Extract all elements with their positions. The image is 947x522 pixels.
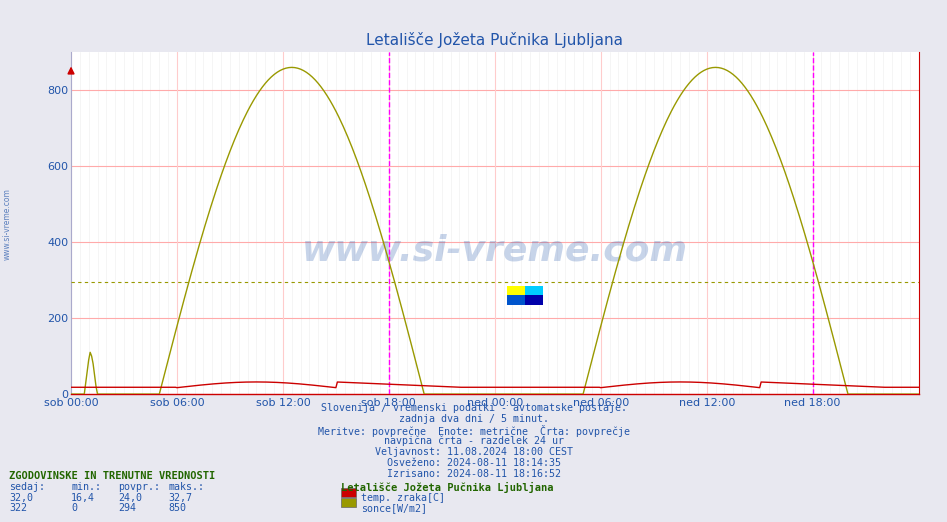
Text: 32,7: 32,7	[169, 493, 192, 503]
Text: 322: 322	[9, 503, 27, 513]
Text: 24,0: 24,0	[118, 493, 142, 503]
Text: povpr.:: povpr.:	[118, 482, 160, 492]
Text: 850: 850	[169, 503, 187, 513]
Text: min.:: min.:	[71, 482, 101, 492]
Text: Letališče Jožeta Pučnika Ljubljana: Letališče Jožeta Pučnika Ljubljana	[341, 482, 553, 493]
Text: Meritve: povprečne  Enote: metrične  Črta: povprečje: Meritve: povprečne Enote: metrične Črta:…	[317, 425, 630, 437]
Title: Letališče Jožeta Pučnika Ljubljana: Letališče Jožeta Pučnika Ljubljana	[366, 32, 623, 48]
Text: maks.:: maks.:	[169, 482, 205, 492]
Text: sonce[W/m2]: sonce[W/m2]	[361, 503, 427, 513]
Text: Slovenija / vremenski podatki - avtomatske postaje.: Slovenija / vremenski podatki - avtomats…	[320, 403, 627, 413]
Text: www.si-vreme.com: www.si-vreme.com	[3, 188, 12, 260]
Text: 32,0: 32,0	[9, 493, 33, 503]
Text: Izrisano: 2024-08-11 18:16:52: Izrisano: 2024-08-11 18:16:52	[386, 469, 561, 479]
Text: navpična črta - razdelek 24 ur: navpična črta - razdelek 24 ur	[384, 436, 563, 446]
Text: sedaj:: sedaj:	[9, 482, 45, 492]
Text: 294: 294	[118, 503, 136, 513]
Text: ZGODOVINSKE IN TRENUTNE VREDNOSTI: ZGODOVINSKE IN TRENUTNE VREDNOSTI	[9, 471, 216, 481]
Text: www.si-vreme.com: www.si-vreme.com	[302, 233, 688, 267]
Text: zadnja dva dni / 5 minut.: zadnja dva dni / 5 minut.	[399, 414, 548, 424]
Text: 0: 0	[71, 503, 77, 513]
Text: temp. zraka[C]: temp. zraka[C]	[361, 493, 445, 503]
Text: 16,4: 16,4	[71, 493, 95, 503]
Text: Osveženo: 2024-08-11 18:14:35: Osveženo: 2024-08-11 18:14:35	[386, 458, 561, 468]
Text: Veljavnost: 11.08.2024 18:00 CEST: Veljavnost: 11.08.2024 18:00 CEST	[374, 447, 573, 457]
